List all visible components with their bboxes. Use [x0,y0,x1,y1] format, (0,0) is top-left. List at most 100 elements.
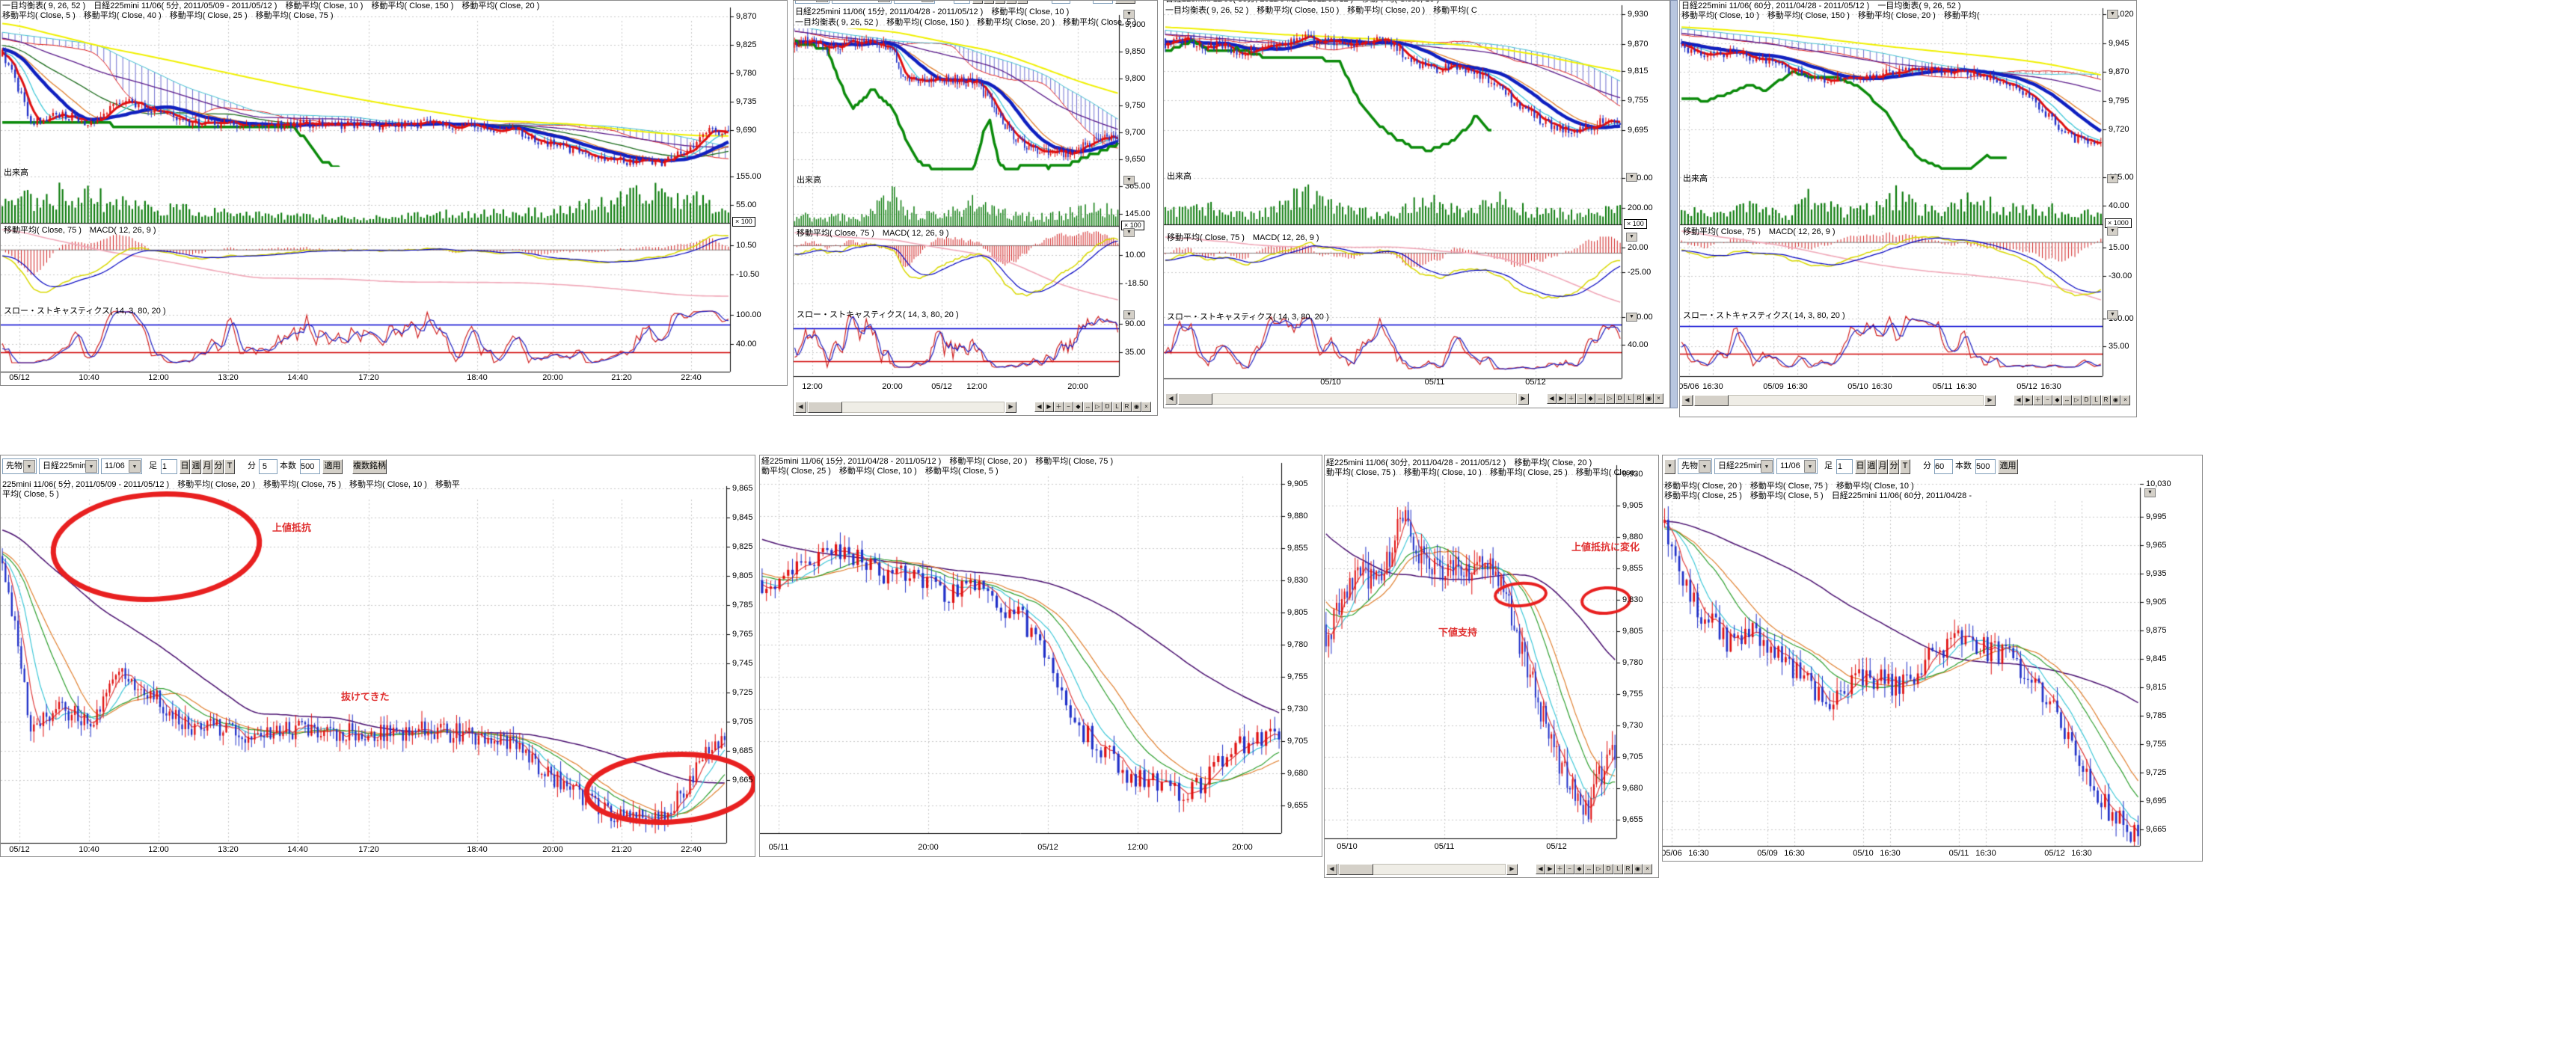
chart-tool-button[interactable]: ↔ [1083,402,1093,412]
chart-tool-button[interactable]: ◆ [1073,402,1083,412]
price-chart-canvas[interactable] [1325,455,1658,877]
scroll-right-button[interactable]: ▶ [1984,395,1996,406]
contract-dropdown[interactable]: 11/06▼ [101,458,142,474]
dropdown-arrow-icon[interactable]: ▼ [921,1,933,2]
ashi-spinner[interactable]: 1 [954,1,970,4]
chart-tool-button[interactable]: D [2082,395,2091,405]
collapse-pane-button[interactable]: ▼ [2107,310,2118,319]
price-chart-canvas[interactable] [1680,1,2136,417]
collapse-pane-button[interactable]: ▼ [2107,227,2118,236]
symbol-dropdown[interactable]: 日経225mini▼ [39,458,99,474]
collapse-pane-button[interactable]: ▼ [1123,310,1135,319]
bars-spinner[interactable]: 500 [300,459,320,474]
scroll-left-button[interactable]: ◀ [1165,393,1177,405]
collapse-pane-button[interactable]: ▼ [2144,488,2156,497]
chart-tool-button[interactable]: ◀ [1536,864,1545,874]
contract-dropdown[interactable]: 11/06▼ [894,1,935,4]
chart-tool-button[interactable]: − [1576,393,1586,404]
collapse-pane-button[interactable]: ▼ [1626,233,1637,242]
window-dropdown-button[interactable]: ▼ [1664,459,1675,474]
period-button-4[interactable]: T [1017,1,1028,4]
chart-tool-button[interactable]: ↔ [1584,864,1594,874]
collapse-pane-button[interactable]: ▼ [1123,176,1135,185]
symbol-dropdown[interactable]: 日経225mini▼ [1714,458,1774,474]
dropdown-arrow-icon[interactable]: ▼ [816,1,828,2]
period-button-4[interactable]: T [224,459,235,474]
chart-tool-button[interactable]: L [1625,393,1634,404]
chart-tool-button[interactable]: D [1103,402,1112,412]
price-chart-canvas[interactable] [760,455,1322,856]
chart-tool-button[interactable]: ▷ [2072,395,2082,405]
chart-tool-button[interactable]: ＋ [1555,864,1565,874]
chart-tool-button[interactable]: ◉ [1633,864,1643,874]
dropdown-arrow-icon[interactable]: ▼ [129,460,141,473]
chart-tool-button[interactable]: × [1141,402,1151,412]
instrument-dropdown[interactable]: 先物▼ [795,1,829,4]
hscrollbar-track[interactable] [1693,395,1984,406]
dropdown-arrow-icon[interactable]: ▼ [1699,460,1711,473]
chart-tool-button[interactable]: ◆ [1574,864,1584,874]
minute-spinner[interactable]: 15 [1052,1,1070,4]
period-button-3[interactable]: 分 [1889,459,1899,474]
chart-tool-button[interactable]: ▷ [1594,864,1604,874]
collapse-pane-button[interactable]: ▼ [2107,174,2118,183]
chart-tool-button[interactable]: ◉ [2111,395,2120,405]
period-button-1[interactable]: 週 [984,1,994,4]
chart-tool-button[interactable]: × [1643,864,1652,874]
collapse-pane-button[interactable]: ▼ [1123,228,1135,237]
chart-tool-button[interactable]: L [2091,395,2101,405]
dropdown-arrow-icon[interactable]: ▼ [1804,460,1816,473]
dropdown-arrow-icon[interactable]: ▼ [85,460,97,473]
chart-tool-button[interactable]: × [1654,393,1663,404]
price-chart-canvas[interactable] [1663,455,2202,861]
scroll-right-button[interactable]: ▶ [1506,864,1518,875]
multi-symbol-button[interactable]: 複数銘柄 [352,459,387,474]
period-button-4[interactable]: T [1900,459,1910,474]
symbol-dropdown[interactable]: 日経225mini▼ [832,1,892,4]
scroll-left-button[interactable]: ◀ [1681,395,1693,406]
chart-tool-button[interactable]: ▶ [2023,395,2033,405]
collapse-pane-button[interactable]: ▼ [1626,313,1637,322]
collapse-pane-button[interactable]: ▼ [2107,10,2118,19]
chart-tool-button[interactable]: ↔ [1595,393,1605,404]
period-button-1[interactable]: 週 [1866,459,1877,474]
chart-tool-button[interactable]: ◀ [1034,402,1044,412]
chart-tool-button[interactable]: ◀ [1547,393,1557,404]
chart-tool-button[interactable]: ▶ [1044,402,1054,412]
chart-tool-button[interactable]: × [2120,395,2130,405]
hscrollbar-track[interactable] [1338,864,1506,875]
collapse-pane-button[interactable]: ▼ [1626,173,1637,182]
price-chart-canvas[interactable] [1,1,787,385]
minute-spinner[interactable]: 60 [1934,459,1953,474]
chart-tool-button[interactable]: D [1615,393,1625,404]
chart-tool-button[interactable]: ＋ [1054,402,1064,412]
chart-tool-button[interactable]: ▶ [1557,393,1566,404]
period-button-3[interactable]: 分 [1006,1,1016,4]
chart-tool-button[interactable]: ◆ [2052,395,2062,405]
ashi-spinner[interactable]: 1 [1836,459,1853,474]
chart-tool-button[interactable]: − [2043,395,2052,405]
price-chart-canvas[interactable] [794,1,1157,415]
period-button-0[interactable]: 日 [1855,459,1865,474]
period-button-0[interactable]: 日 [180,459,190,474]
dropdown-arrow-icon[interactable]: ▼ [1761,460,1773,473]
chart-tool-button[interactable]: L [1613,864,1623,874]
chart-tool-button[interactable]: R [1122,402,1132,412]
hscrollbar-thumb[interactable] [808,402,842,413]
scroll-left-button[interactable]: ◀ [1326,864,1337,875]
chart-tool-button[interactable]: ◉ [1132,402,1141,412]
chart-tool-button[interactable]: ＋ [2033,395,2043,405]
instrument-dropdown[interactable]: 先物▼ [1678,458,1712,474]
bars-spinner[interactable]: 500 [1093,1,1113,4]
chart-tool-button[interactable]: ▷ [1605,393,1615,404]
scroll-right-button[interactable]: ▶ [1005,402,1016,413]
ashi-spinner[interactable]: 1 [161,459,177,474]
dropdown-arrow-icon[interactable]: ▼ [23,460,35,473]
hscrollbar-thumb[interactable] [1694,395,1729,406]
price-chart-canvas[interactable] [1164,1,1669,408]
apply-button[interactable]: 適用 [1115,1,1135,4]
scroll-left-button[interactable]: ◀ [795,402,806,413]
period-button-2[interactable]: 月 [1877,459,1888,474]
chart-tool-button[interactable]: D [1604,864,1613,874]
period-button-0[interactable]: 日 [972,1,983,4]
